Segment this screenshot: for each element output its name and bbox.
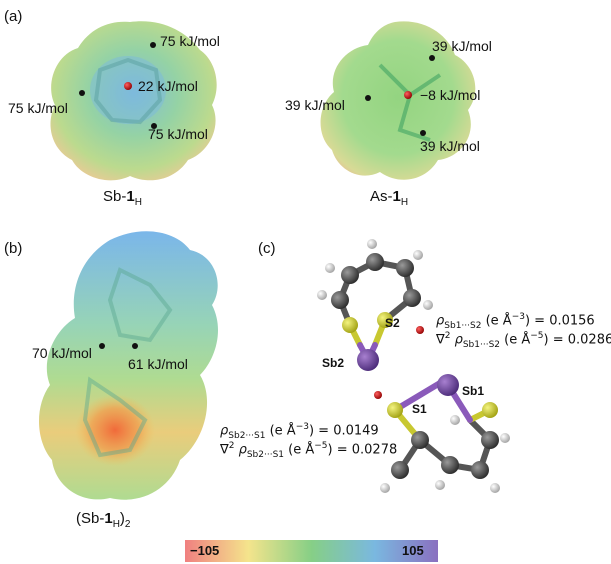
panel-label-a: (a) [4, 8, 23, 25]
dimer-ball-stick-model [317, 239, 510, 493]
as-energy-top-right: 39 kJ/mol [432, 38, 492, 54]
sb-caption: Sb-1H [103, 188, 142, 208]
atom-label-s2: S2 [385, 316, 400, 330]
dimer-caption: (Sb-1H)2 [76, 510, 131, 530]
as-caption: As-1H [370, 188, 409, 208]
panel-label-c: (c) [258, 240, 276, 257]
critical-point-markers [79, 42, 435, 349]
sb-energy-center: 22 kJ/mol [138, 78, 198, 94]
colorbar-max-label: 105 [402, 543, 424, 558]
atom-label-sb2: Sb2 [322, 356, 345, 370]
colorbar-min-label: −105 [190, 543, 220, 558]
as-energy-bottom-right: 39 kJ/mol [420, 138, 480, 154]
sb-energy-left: 75 kJ/mol [8, 100, 68, 116]
atom-label-s1: S1 [412, 402, 427, 416]
dimer-energy-right: 61 kJ/mol [128, 356, 188, 372]
sb-energy-bottom-right: 75 kJ/mol [148, 126, 208, 142]
sb-energy-top-right: 75 kJ/mol [160, 33, 220, 49]
dimer-energy-left: 70 kJ/mol [32, 345, 92, 361]
upper-rho-equation: ρSb1···S2 (e Å−3) = 0.0156 [436, 312, 595, 331]
lower-laplacian-equation: ∇2 ρSb2···S1 (e Å−5) = 0.0278 [220, 441, 398, 460]
color-scale-bar [185, 540, 438, 562]
lower-rho-equation: ρSb2···S1 (e Å−3) = 0.0149 [220, 422, 379, 441]
panel-label-b: (b) [4, 240, 23, 257]
as-energy-center: −8 kJ/mol [420, 87, 481, 103]
upper-laplacian-equation: ∇2 ρSb1···S2 (e Å−5) = 0.0286 [436, 331, 611, 350]
as-energy-left: 39 kJ/mol [285, 97, 345, 113]
dimer-esp-surface [38, 231, 219, 500]
atom-label-sb1: Sb1 [462, 384, 485, 398]
